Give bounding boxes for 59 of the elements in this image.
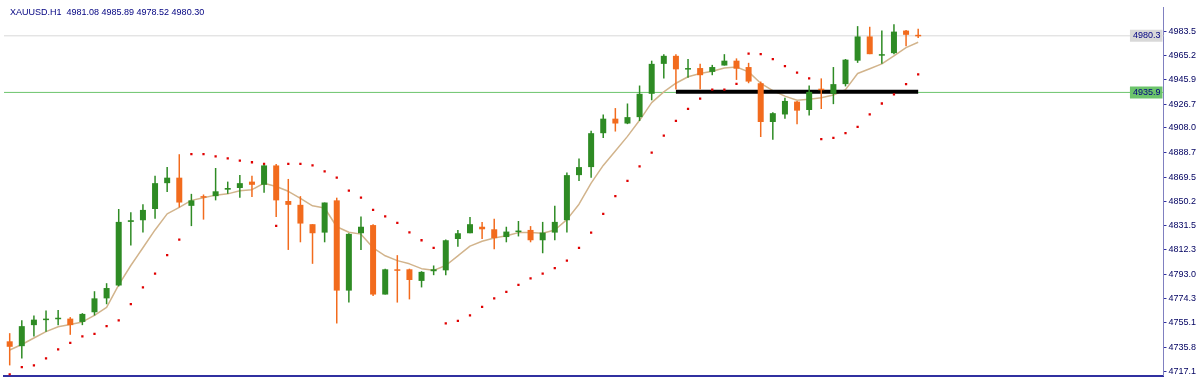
y-tick-label: 4983.5: [1168, 26, 1196, 37]
candlestick: [866, 26, 873, 55]
candlestick: [636, 84, 643, 122]
candlestick: [733, 57, 740, 81]
candlestick: [236, 174, 243, 199]
candlestick: [660, 53, 667, 80]
candlestick: [297, 195, 304, 244]
candlestick: [357, 215, 364, 251]
candlestick: [551, 205, 558, 241]
candlestick: [806, 84, 813, 117]
candlestick: [830, 66, 837, 105]
candlestick: [103, 282, 110, 305]
candlestick: [794, 100, 801, 125]
y-tick-label: 4831.5: [1168, 219, 1196, 230]
candlestick: [212, 167, 219, 202]
candlestick: [890, 23, 897, 55]
candlestick: [164, 166, 171, 193]
candlestick: [769, 111, 776, 141]
y-tick-label: 4812.3: [1168, 244, 1196, 255]
y-tick-label: 4869.5: [1168, 171, 1196, 182]
candlestick: [30, 314, 37, 338]
candlestick: [685, 58, 692, 79]
y-tick-label: 4850.2: [1168, 196, 1196, 207]
candlestick: [91, 290, 98, 317]
y-tick-label: 4965.2: [1168, 49, 1196, 60]
candlestick: [539, 221, 546, 254]
candlestick: [903, 29, 910, 47]
candlestick: [697, 63, 704, 91]
candlestick: [491, 217, 498, 251]
y-tick-label: 4735.8: [1168, 341, 1196, 352]
candlestick: [576, 157, 583, 182]
candlestick: [18, 319, 25, 360]
candlestick: [394, 254, 401, 304]
candlestick: [285, 178, 292, 251]
candlestick: [309, 223, 316, 265]
chart-title: XAUUSD.H1 4981.08 4985.89 4978.52 4980.30: [10, 7, 205, 18]
y-tick-label: 4888.7: [1168, 147, 1196, 158]
candlestick: [139, 203, 146, 234]
candlestick: [406, 267, 413, 301]
candlestick: [6, 332, 13, 367]
ref-line-label: 4935.9: [1132, 86, 1161, 97]
candlestick: [672, 53, 679, 91]
y-tick-label: 4755.1: [1168, 317, 1196, 328]
candlestick: [127, 211, 134, 247]
candlestick: [188, 193, 195, 227]
ref-line-label: 4980.3: [1132, 30, 1161, 41]
candlestick: [600, 113, 607, 139]
y-tick-label: 4774.3: [1168, 292, 1196, 303]
candlestick: [248, 175, 255, 198]
candlestick: [878, 29, 885, 65]
candlestick: [200, 193, 207, 221]
y-tick-label: 4793.0: [1168, 269, 1196, 280]
y-tick-label: 4926.7: [1168, 98, 1196, 109]
y-tick-label: 4908.0: [1168, 122, 1196, 133]
y-tick-label: 4945.9: [1168, 74, 1196, 85]
candlestick: [612, 107, 619, 133]
y-tick-label: 4717.1: [1168, 365, 1196, 376]
candlestick: [745, 62, 752, 84]
candlestick: [781, 97, 788, 120]
